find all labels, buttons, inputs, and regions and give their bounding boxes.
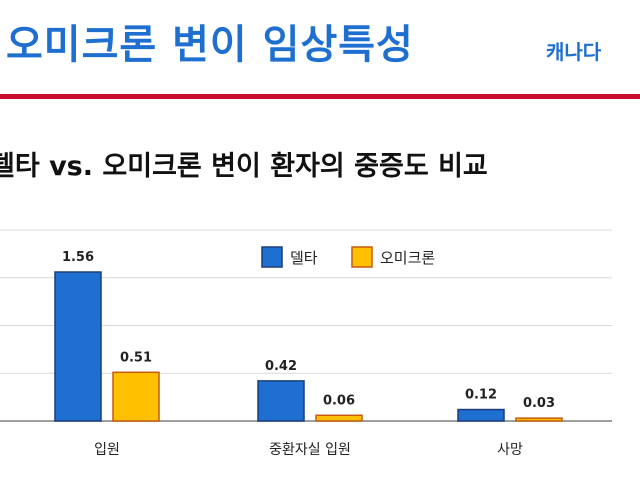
- bar-delta: [257, 380, 305, 422]
- legend-label: 오미크론: [380, 249, 435, 267]
- title-divider: [0, 94, 640, 99]
- legend-label: 델타: [290, 249, 318, 267]
- legend-swatch: [351, 246, 373, 268]
- x-tick-label: 입원: [94, 442, 120, 458]
- value-labels: 1.56 0.51 0.42 0.06 0.12 0.03: [62, 250, 555, 411]
- chart-subtitle: 델타 vs. 오미크론 변이 환자의 중증도 비교: [0, 151, 488, 182]
- data-label: 0.06: [323, 393, 355, 408]
- country-label: 캐나다: [546, 40, 602, 64]
- bar-omicron: [515, 417, 563, 422]
- data-label: 0.12: [465, 388, 497, 403]
- legend: 델타 오미크론: [261, 246, 435, 268]
- x-tick-label: 사망: [497, 442, 523, 458]
- data-label: 0.51: [120, 350, 152, 365]
- page-title: 오미크론 변이 임상특성: [6, 22, 414, 68]
- bar-delta: [457, 408, 505, 422]
- legend-swatch: [261, 246, 283, 268]
- header: 오미크론 변이 임상특성 캐나다: [0, 10, 640, 90]
- bar-omicron: [112, 371, 160, 422]
- x-tick-label: 중환자실 입원: [269, 442, 351, 458]
- grid-lines: [0, 229, 612, 422]
- bar-omicron: [315, 414, 363, 422]
- data-label: 0.03: [523, 396, 555, 411]
- bars: [54, 271, 563, 422]
- data-label: 1.56: [62, 250, 94, 265]
- x-tick-labels: 입원 중환자실 입원 사망: [94, 442, 523, 458]
- bar-delta: [54, 271, 102, 422]
- data-label: 0.42: [265, 359, 297, 374]
